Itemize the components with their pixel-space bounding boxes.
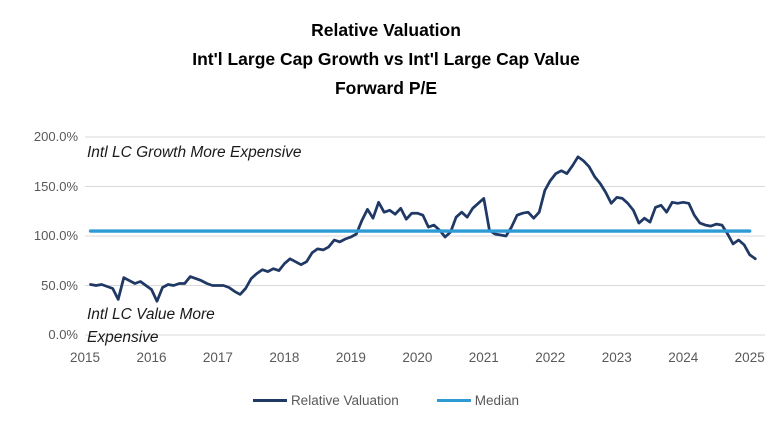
y-axis-tick-label: 100.0% (33, 228, 78, 243)
y-axis-tick-label: 50.0% (41, 277, 78, 293)
legend-item-relative-valuation: Relative Valuation (252, 393, 399, 408)
chart-title-line2: Int'l Large Cap Growth vs Int'l Large Ca… (192, 49, 580, 69)
median-line-swatch (436, 399, 471, 402)
relative-valuation-line-swatch (252, 399, 287, 402)
x-axis-tick-label: 2020 (402, 350, 433, 365)
x-axis-tick-label: 2015 (69, 350, 101, 365)
x-axis-tick-label: 2023 (601, 350, 632, 365)
legend-item-median: Median (436, 393, 520, 408)
annotation-value-line1: Intl LC Value More (87, 306, 215, 323)
x-axis-tick-label: 2016 (136, 350, 167, 365)
annotation-value-more-expensive: Intl LC Value More Expensive (87, 303, 215, 349)
chart-title-line3: Forward P/E (334, 78, 438, 98)
y-axis-tick-label: 200.0% (33, 129, 78, 144)
chart-title-line1: Relative Valuation (311, 20, 461, 40)
legend-label-median: Median (474, 393, 520, 408)
x-axis-tick-label: 2019 (335, 350, 366, 365)
annotation-growth-more-expensive: Intl LC Growth More Expensive (87, 144, 302, 161)
x-axis-tick-label: 2017 (202, 350, 233, 365)
x-axis-tick-label: 2021 (468, 350, 499, 365)
annotation-value-line2: Expensive (87, 329, 159, 346)
chart-legend: Relative Valuation Median (0, 393, 772, 408)
x-axis-tick-label: 2022 (535, 350, 566, 365)
y-axis-tick-label: 150.0% (33, 178, 78, 194)
x-axis-tick-label: 2024 (668, 350, 699, 365)
legend-label-relative-valuation: Relative Valuation (290, 393, 399, 408)
x-axis-tick-label: 2025 (734, 350, 765, 365)
x-axis-tick-label: 2018 (269, 350, 300, 365)
chart-title: Relative Valuation Int'l Large Cap Growt… (0, 16, 772, 103)
y-axis-tick-label: 0.0% (48, 327, 78, 342)
